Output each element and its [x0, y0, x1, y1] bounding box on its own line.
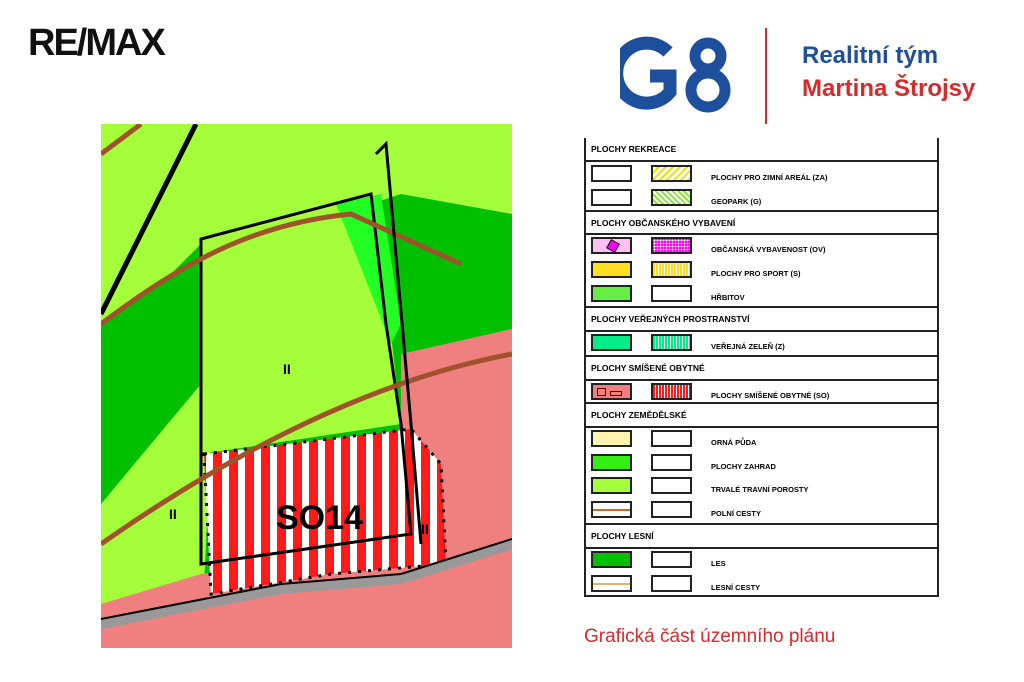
legend-swatch [651, 551, 692, 568]
legend-swatch [651, 334, 692, 351]
legend-swatch [591, 477, 632, 494]
legend-swatch [591, 165, 632, 182]
road [101, 539, 512, 629]
legend-swatch [651, 454, 692, 471]
legend-swatch [651, 575, 692, 592]
team-name-line2: Martina Štrojsy [802, 75, 976, 102]
legend-swatch [651, 237, 692, 254]
legend-swatch [651, 261, 692, 278]
legend-swatch [591, 551, 632, 568]
map-label-ii: II [283, 361, 291, 377]
legend-row: PLOCHY ZAHRAD [586, 452, 937, 474]
legend-swatch [591, 237, 632, 254]
meadow-area-center [201, 192, 401, 454]
map-label-ii: II [421, 521, 429, 537]
legend-section-title: PLOCHY SMÍŠENÉ OBYTNÉ [586, 355, 937, 379]
legend-label: PLOCHY PRO SPORT (S) [711, 269, 801, 278]
legend-swatch [591, 189, 632, 206]
legend-rule [586, 233, 937, 235]
house-icon [610, 391, 622, 396]
stream [374, 140, 423, 545]
legend-label: VEŘEJNÁ ZELEŇ (Z) [711, 342, 785, 351]
legend-swatch [591, 285, 632, 302]
legend-section-title: PLOCHY REKREACE [591, 144, 677, 154]
legend-row: POLNÍ CESTY [586, 499, 937, 521]
legend-swatch [651, 430, 692, 447]
legend-swatch [591, 383, 632, 400]
legend-rule [586, 160, 937, 162]
legend-swatch [651, 189, 692, 206]
legend-label: HŘBITOV [711, 293, 745, 302]
legend-row: VEŘEJNÁ ZELEŇ (Z) [586, 332, 937, 354]
legend-label: GEOPARK (G) [711, 197, 762, 206]
legend-rule [586, 595, 937, 597]
legend-row: GEOPARK (G) [586, 187, 937, 209]
field-path [101, 124, 143, 156]
field-path [101, 211, 463, 327]
legend-row: PLOCHY PRO ZIMNÍ AREÁL (ZA) [586, 163, 937, 185]
legend-rule [586, 547, 937, 549]
legend-section-title: PLOCHY OBČANSKÉHO VYBAVENÍ [586, 210, 937, 233]
diamond-icon [606, 239, 620, 253]
legend-swatch [591, 430, 632, 447]
legend-section-title: PLOCHY LESNÍ [586, 523, 937, 547]
legend-section-title: PLOCHY VEŘEJNÝCH PROSTRANSTVÍ [586, 306, 937, 330]
legend-row: LESNÍ CESTY [586, 573, 937, 595]
legend-swatch [591, 575, 632, 592]
legend-swatch [591, 454, 632, 471]
legend-row: TRVALÉ TRAVNÍ POROSTY [586, 475, 937, 497]
legend-swatch [651, 165, 692, 182]
legend-label: PLOCHY ZAHRAD [711, 462, 776, 471]
legend-rule [586, 330, 937, 332]
legend-swatch [651, 477, 692, 494]
header-divider [765, 28, 767, 124]
field-path [101, 351, 512, 547]
meadow-area [101, 124, 512, 324]
legend-swatch [591, 501, 632, 518]
legend-label: POLNÍ CESTY [711, 509, 762, 518]
forest-edge [101, 124, 199, 316]
zoning-map: SO14 II II II [101, 124, 512, 648]
remax-logo: RE/MAX [28, 22, 166, 64]
legend-swatch [591, 334, 632, 351]
legend-label: LESNÍ CESTY [711, 583, 761, 592]
legend-row: ORNÁ PŮDA [586, 428, 937, 450]
legend-rule [586, 379, 937, 381]
legend-label: LES [711, 559, 726, 568]
legend-row: HŘBITOV [586, 283, 937, 305]
legend-section-title: PLOCHY ZEMĚDĚLSKÉ [586, 402, 937, 426]
legend-row: OBČANSKÁ VYBAVENOST (OV) [586, 235, 937, 257]
legend-row: PLOCHY SMÍŠENÉ OBYTNÉ (SO) [586, 381, 937, 403]
legend-label: PLOCHY PRO ZIMNÍ AREÁL (ZA) [711, 173, 828, 182]
legend-rule [586, 426, 937, 428]
legend-row: LES [586, 549, 937, 571]
map-label-so14: SO14 [276, 499, 363, 537]
legend-label: OBČANSKÁ VYBAVENOST (OV) [711, 245, 826, 254]
g8-logo [620, 36, 731, 113]
legend-swatch [651, 501, 692, 518]
legend-swatch [651, 383, 692, 400]
house-icon [597, 388, 606, 396]
legend-swatch [591, 261, 632, 278]
legend-label: ORNÁ PŮDA [711, 438, 757, 447]
so14-area [202, 427, 448, 596]
map-label-ii: II [169, 506, 177, 522]
legend-swatch [651, 285, 692, 302]
caption: Grafická část územního plánu [584, 626, 836, 647]
legend-label: TRVALÉ TRAVNÍ POROSTY [711, 485, 809, 494]
legend-label: PLOCHY SMÍŠENÉ OBYTNÉ (SO) [711, 391, 830, 400]
road-edge [101, 538, 512, 620]
parcel-boundary [199, 192, 413, 566]
team-name-line1: Realitní tým [802, 42, 939, 69]
map-legend: PLOCHY REKREACE PLOCHY PRO ZIMNÍ AREÁL (… [584, 138, 939, 597]
legend-row: PLOCHY PRO SPORT (S) [586, 259, 937, 281]
